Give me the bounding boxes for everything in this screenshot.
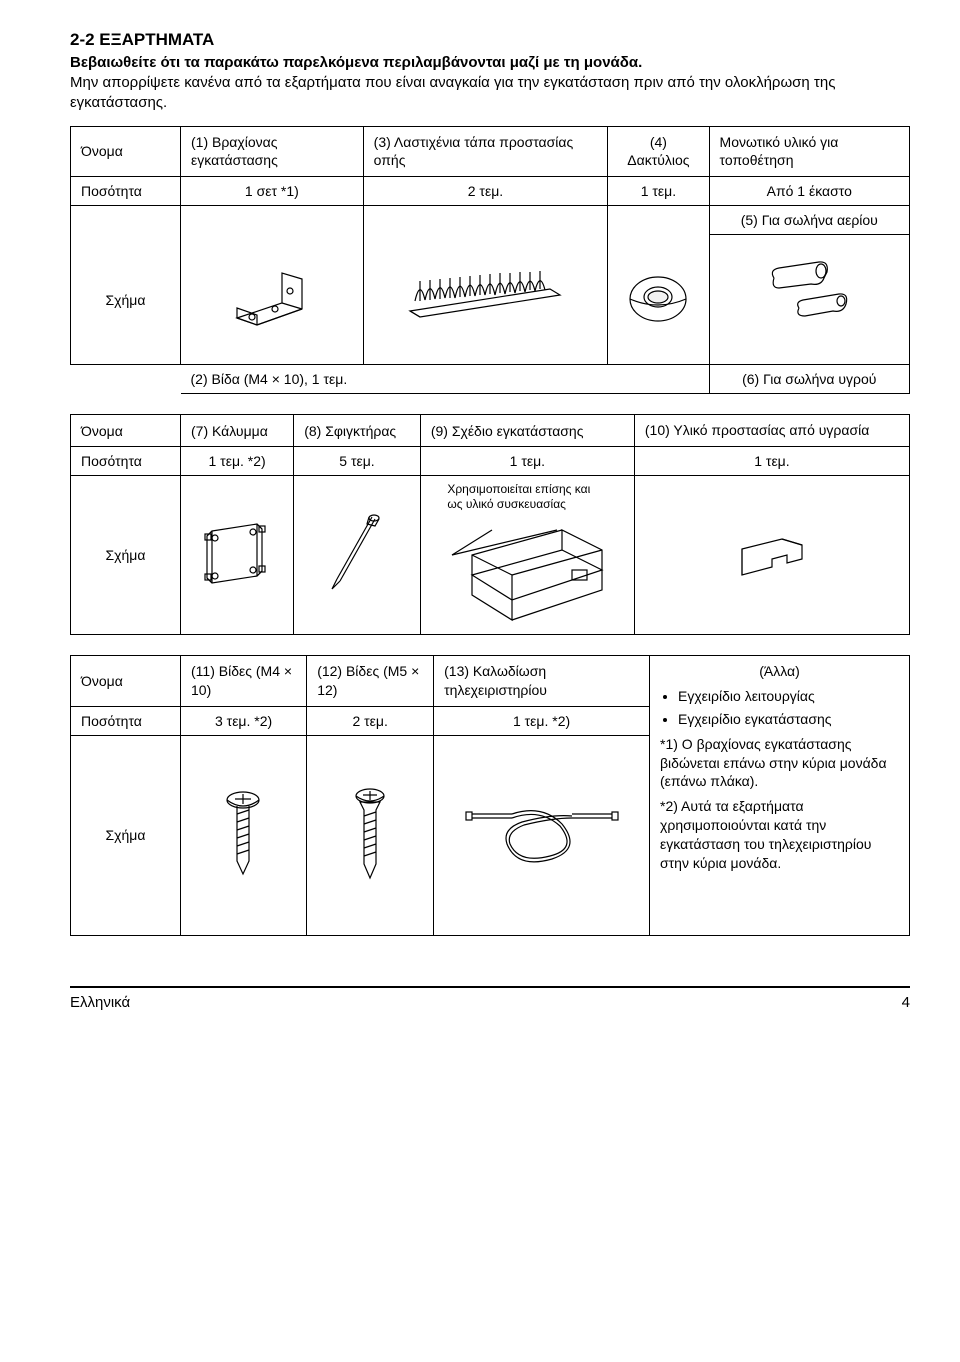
packaging-note: Χρησιμοποιείται επίσης και ως υλικό συσκ… [447, 482, 607, 511]
shape-wiring [434, 735, 650, 935]
footer-page: 4 [902, 994, 910, 1011]
t1-col3-name: (4) Δακτύλιος [608, 126, 709, 177]
shape-screw-m4 [181, 735, 307, 935]
t3-q2: 2 τεμ. [307, 706, 434, 735]
shape-clamp [294, 476, 421, 635]
t1-extra-right: (6) Για σωλήνα υγρού [709, 365, 909, 394]
row-qty-label: Ποσότητα [71, 447, 181, 476]
t3-c3: (13) Καλωδίωση τηλεχειριστηρίου [434, 655, 650, 706]
t3-c1: (11) Βίδες (M4 × 10) [181, 655, 307, 706]
accessories-table-2: Όνομα (7) Κάλυμμα (8) Σφιγκτήρας (9) Σχέ… [70, 414, 910, 635]
t2-c3: (9) Σχέδιο εγκατάστασης [420, 415, 634, 447]
section-title: 2-2 ΕΞΑΡΤΗΜΑΤΑ [70, 30, 910, 50]
t1-col4-name: Μονωτικό υλικό για τοποθέτηση [709, 126, 909, 177]
accessories-table-3: Όνομα (11) Βίδες (M4 × 10) (12) Βίδες (M… [70, 655, 910, 936]
t2-c1: (7) Κάλυμμα [181, 415, 294, 447]
t2-q2: 5 τεμ. [294, 447, 421, 476]
t3-c2: (12) Βίδες (M5 × 12) [307, 655, 434, 706]
empty-cell [608, 206, 709, 235]
t2-q4: 1 τεμ. [634, 447, 909, 476]
row-name-label: Όνομα [71, 655, 181, 706]
footer-lang: Ελληνικά [70, 994, 130, 1011]
t3-q3: 1 τεμ. *2) [434, 706, 650, 735]
note1: *1) Ο βραχίονας εγκατάστασης βιδώνεται ε… [660, 735, 899, 792]
other-b1: Εγχειρίδιο λειτουργίας [678, 687, 899, 706]
intro-bold: Βεβαιωθείτε ότι τα παρακάτω παρελκόμενα … [70, 54, 910, 71]
empty-cell [363, 206, 608, 235]
accessories-table-1: Όνομα (1) Βραχίονας εγκατάστασης (3) Λασ… [70, 126, 910, 395]
t1-q1: 1 σετ *1) [181, 177, 364, 206]
t1-q2: 2 τεμ. [363, 177, 608, 206]
t1-col1-name: (1) Βραχίονας εγκατάστασης [181, 126, 364, 177]
other-head: (Άλλα) [660, 662, 899, 681]
row-qty-label: Ποσότητα [71, 706, 181, 735]
t2-q3: 1 τεμ. [420, 447, 634, 476]
t1-extra-left: (2) Βίδα (M4 × 10), 1 τεμ. [181, 365, 710, 394]
row-shape-label: Σχήμα [71, 235, 181, 365]
t3-other: (Άλλα) Εγχειρίδιο λειτουργίας Εγχειρίδιο… [650, 655, 910, 935]
t3-q1: 3 τεμ. *2) [181, 706, 307, 735]
row-qty-label: Ποσότητα [71, 177, 181, 206]
intro-text: Μην απορρίψετε κανένα από τα εξαρτήματα … [70, 73, 910, 114]
row-shape-label: Σχήμα [71, 476, 181, 635]
t2-c4: (10) Υλικό προστασίας από υγρασία [634, 415, 909, 447]
t2-q1: 1 τεμ. *2) [181, 447, 294, 476]
shape-rubber-strip [363, 235, 608, 365]
shape-install-diagram: Χρησιμοποιείται επίσης και ως υλικό συσκ… [420, 476, 634, 635]
empty-cell [71, 365, 181, 394]
t1-subnote: (5) Για σωλήνα αερίου [709, 206, 909, 235]
other-b2: Εγχειρίδιο εγκατάστασης [678, 710, 899, 729]
note2: *2) Αυτά τα εξαρτήματα χρησιμοποιούνται … [660, 797, 899, 873]
t2-c2: (8) Σφιγκτήρας [294, 415, 421, 447]
shape-screw-m5 [307, 735, 434, 935]
row-name-label: Όνομα [71, 415, 181, 447]
shape-bracket [181, 235, 364, 365]
t1-q3: 1 τεμ. [608, 177, 709, 206]
t1-col2-name: (3) Λαστιχένια τάπα προστασίας οπής [363, 126, 608, 177]
t1-q4: Από 1 έκαστο [709, 177, 909, 206]
shape-moisture-guard [634, 476, 909, 635]
row-name-label: Όνομα [71, 126, 181, 177]
page-footer: Ελληνικά 4 [70, 986, 910, 1011]
empty-cell [181, 206, 364, 235]
empty-cell [71, 206, 181, 235]
shape-cover [181, 476, 294, 635]
shape-ring [608, 235, 709, 365]
row-shape-label: Σχήμα [71, 735, 181, 935]
shape-insulation [709, 235, 909, 365]
